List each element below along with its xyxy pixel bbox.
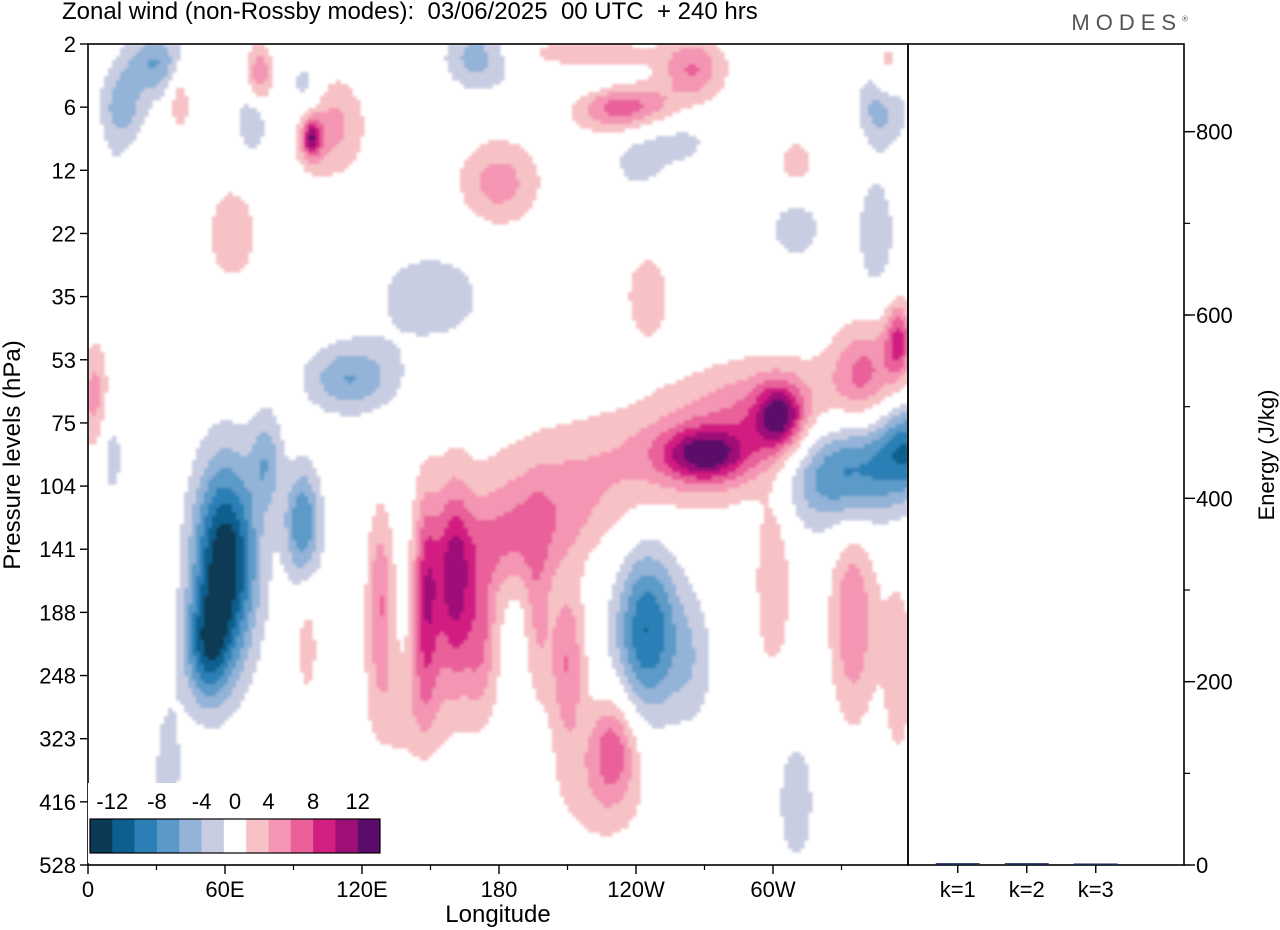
- colorbar-swatch: [223, 819, 247, 853]
- y-tick-label: 188: [39, 600, 76, 625]
- energy-plot-frame: [907, 43, 1185, 866]
- colorbar-swatch: [313, 819, 336, 853]
- x-axis-label: Longitude: [445, 901, 550, 928]
- contour-cells: [88, 44, 908, 853]
- energy-tick-label: 0: [1196, 853, 1208, 878]
- colorbar-swatch: [290, 819, 314, 853]
- colorbar-label: -12: [96, 789, 128, 814]
- y-tick-label: 416: [39, 790, 76, 815]
- colorbar-swatch: [268, 819, 292, 853]
- colorbar-swatch: [112, 819, 135, 853]
- y-tick-label: 2: [64, 32, 76, 57]
- colorbar-label: 8: [307, 789, 319, 814]
- x-tick-label: 120E: [336, 877, 387, 902]
- x-tick-label: 60E: [205, 877, 244, 902]
- y-tick-label: 141: [39, 537, 76, 562]
- colorbar-swatch: [179, 819, 202, 853]
- energy-bar: [1073, 863, 1118, 865]
- y-tick-label: 323: [39, 727, 76, 752]
- y-tick-label: 12: [52, 158, 76, 183]
- colorbar-label: -8: [147, 789, 167, 814]
- y-tick-label: 53: [52, 348, 76, 373]
- energy-tick-label: 400: [1196, 486, 1233, 511]
- x-tick-label: 120W: [607, 877, 665, 902]
- logo-text: MODES: [1071, 10, 1183, 35]
- colorbar-swatch: [357, 819, 381, 853]
- energy-x-tick-label: k=1: [940, 877, 976, 902]
- energy-tick-label: 200: [1196, 670, 1233, 695]
- registered-mark: ®: [1182, 14, 1188, 24]
- energy-bar-chart: 0 200 400 600 800 k=1 k=2 k=3: [935, 120, 1233, 902]
- x-tick-label: 180: [481, 877, 518, 902]
- modes-logo: MODES®: [1071, 10, 1188, 36]
- contour-field: [88, 44, 908, 853]
- chart-title: Zonal wind (non-Rossby modes): 03/06/202…: [62, 0, 758, 25]
- colorbar-frame: [89, 818, 381, 854]
- colorbar: -12 -8 -4 0 4 8 12: [88, 783, 382, 863]
- energy-x-tick-label: k=3: [1078, 877, 1114, 902]
- y-axis: 2 6 12 22 35 53 75 104 141 188 248 323 416 528: [39, 32, 88, 878]
- y-tick-label: 35: [52, 285, 76, 310]
- colorbar-label: 12: [345, 789, 369, 814]
- x-axis: 0 60E 120E 180 120W 60W: [82, 865, 843, 902]
- y-tick-label: 104: [39, 474, 76, 499]
- colorbar-swatch: [335, 819, 358, 853]
- colorbar-swatch: [246, 819, 269, 853]
- energy-bar: [1004, 863, 1049, 865]
- y-tick-label: 248: [39, 664, 76, 689]
- colorbar-swatch: [90, 819, 113, 853]
- colorbar-label: 0: [229, 789, 241, 814]
- colorbar-label: 4: [262, 789, 274, 814]
- x-tick-label: 0: [82, 877, 94, 902]
- x-tick-label: 60W: [750, 877, 795, 902]
- y-tick-label: 75: [52, 411, 76, 436]
- y-axis-label: Pressure levels (hPa): [0, 340, 26, 569]
- colorbar-label: -4: [192, 789, 212, 814]
- colorbar-swatch: [156, 819, 180, 853]
- colorbar-swatch: [201, 819, 225, 853]
- energy-x-tick-label: k=2: [1009, 877, 1045, 902]
- y-tick-label: 528: [39, 853, 76, 878]
- energy-tick-label: 800: [1196, 120, 1233, 145]
- y-tick-label: 6: [64, 95, 76, 120]
- y-tick-label: 22: [52, 221, 76, 246]
- colorbar-swatch: [134, 819, 158, 853]
- energy-tick-label: 600: [1196, 303, 1233, 328]
- energy-bar: [935, 863, 980, 865]
- energy-axis-label: Energy (J/kg): [1254, 390, 1279, 521]
